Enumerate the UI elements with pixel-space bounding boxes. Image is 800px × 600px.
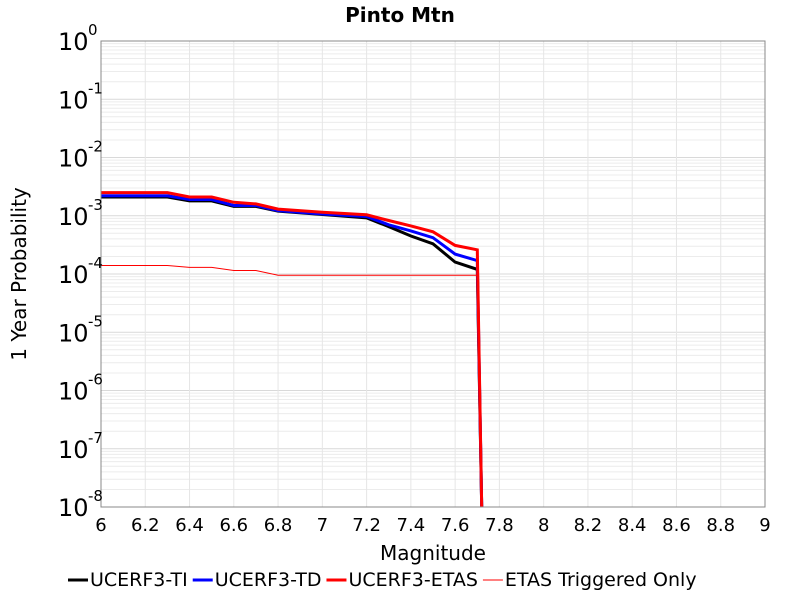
x-tick-labels: 6 6.2 6.4 6.6 6.8 7 7.2 7.4 7.6 7.8 8 8.2 8.4 8.6 8.8 9 [95, 515, 770, 536]
y-tick-label: 10 [58, 319, 89, 347]
series-line [101, 191, 484, 508]
y-tick-label: 10 [58, 378, 89, 406]
x-tick-label: 8 [538, 515, 549, 536]
y-tick-exponent: -8 [88, 487, 103, 505]
y-tick-exponent: 0 [88, 21, 98, 39]
x-tick-label: 7.6 [441, 515, 470, 536]
x-tick-label: 6.4 [175, 515, 204, 536]
y-tick-exponent: -3 [88, 196, 103, 214]
x-tick-label: 6.2 [131, 515, 160, 536]
x-tick-label: 8.6 [662, 515, 691, 536]
y-tick-exponent: -5 [88, 312, 103, 330]
x-tick-label: 6.6 [219, 515, 248, 536]
y-tick-label: 10 [58, 494, 89, 522]
y-tick-exponent: -2 [88, 138, 103, 156]
x-tick-label: 8.4 [618, 515, 647, 536]
x-tick-label: 7.8 [485, 515, 514, 536]
series-layer [101, 191, 484, 508]
x-tick-label: 6 [95, 515, 106, 536]
x-tick-label: 6.8 [264, 515, 293, 536]
y-tick-label: 10 [58, 28, 89, 56]
y-tick-exponent: -6 [88, 371, 103, 389]
y-tick-exponent: -1 [88, 79, 103, 97]
x-tick-label: 8.2 [574, 515, 603, 536]
legend-label: ETAS Triggered Only [505, 569, 697, 591]
plot-frame [100, 40, 766, 508]
y-tick-exponent: -4 [88, 254, 103, 272]
x-tick-label: 7 [317, 515, 328, 536]
x-tick-label: 9 [759, 515, 770, 536]
y-tick-label: 10 [58, 436, 89, 464]
legend-label: UCERF3-ETAS [348, 569, 477, 591]
chart-title: Pinto Mtn [345, 3, 455, 27]
legend: UCERF3-TI UCERF3-TD UCERF3-ETAS ETAS Trigge… [68, 569, 697, 591]
x-tick-label: 8.8 [706, 515, 735, 536]
y-tick-label: 10 [58, 203, 89, 231]
y-tick-label: 10 [58, 261, 89, 289]
y-axis-label: 1 Year Probability [7, 187, 31, 361]
grid [100, 40, 766, 508]
series-line [101, 265, 478, 276]
y-tick-label: 10 [58, 86, 89, 114]
legend-label: UCERF3-TI [90, 569, 188, 591]
series-line [101, 194, 484, 508]
x-tick-label: 7.2 [352, 515, 381, 536]
series-line [101, 195, 484, 508]
y-tick-exponent: -7 [88, 429, 103, 447]
x-tick-label: 7.4 [397, 515, 426, 536]
x-axis-label: Magnitude [380, 541, 486, 565]
y-tick-label: 10 [58, 145, 89, 173]
legend-label: UCERF3-TD [215, 569, 322, 591]
